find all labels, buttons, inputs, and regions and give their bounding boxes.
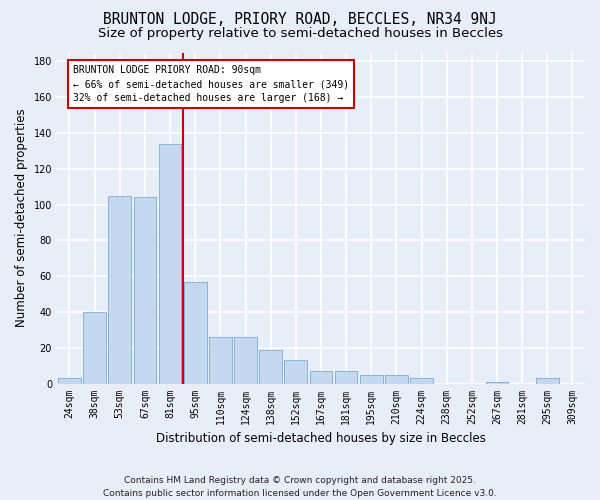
Bar: [536, 378, 559, 384]
Y-axis label: Number of semi-detached properties: Number of semi-detached properties: [15, 108, 28, 328]
Text: Contains HM Land Registry data © Crown copyright and database right 2025.
Contai: Contains HM Land Registry data © Crown c…: [103, 476, 497, 498]
Bar: [109, 196, 131, 384]
Bar: [259, 350, 282, 384]
Bar: [83, 312, 106, 384]
Bar: [284, 360, 307, 384]
Bar: [385, 374, 408, 384]
Text: BRUNTON LODGE PRIORY ROAD: 90sqm
← 66% of semi-detached houses are smaller (349): BRUNTON LODGE PRIORY ROAD: 90sqm ← 66% o…: [73, 65, 349, 103]
Bar: [310, 371, 332, 384]
Bar: [184, 282, 206, 384]
Bar: [335, 371, 358, 384]
Bar: [410, 378, 433, 384]
Bar: [234, 337, 257, 384]
X-axis label: Distribution of semi-detached houses by size in Beccles: Distribution of semi-detached houses by …: [156, 432, 486, 445]
Bar: [209, 337, 232, 384]
Bar: [485, 382, 508, 384]
Text: BRUNTON LODGE, PRIORY ROAD, BECCLES, NR34 9NJ: BRUNTON LODGE, PRIORY ROAD, BECCLES, NR3…: [103, 12, 497, 28]
Bar: [58, 378, 81, 384]
Bar: [134, 198, 156, 384]
Bar: [159, 144, 181, 384]
Text: Size of property relative to semi-detached houses in Beccles: Size of property relative to semi-detach…: [97, 28, 503, 40]
Bar: [360, 374, 383, 384]
